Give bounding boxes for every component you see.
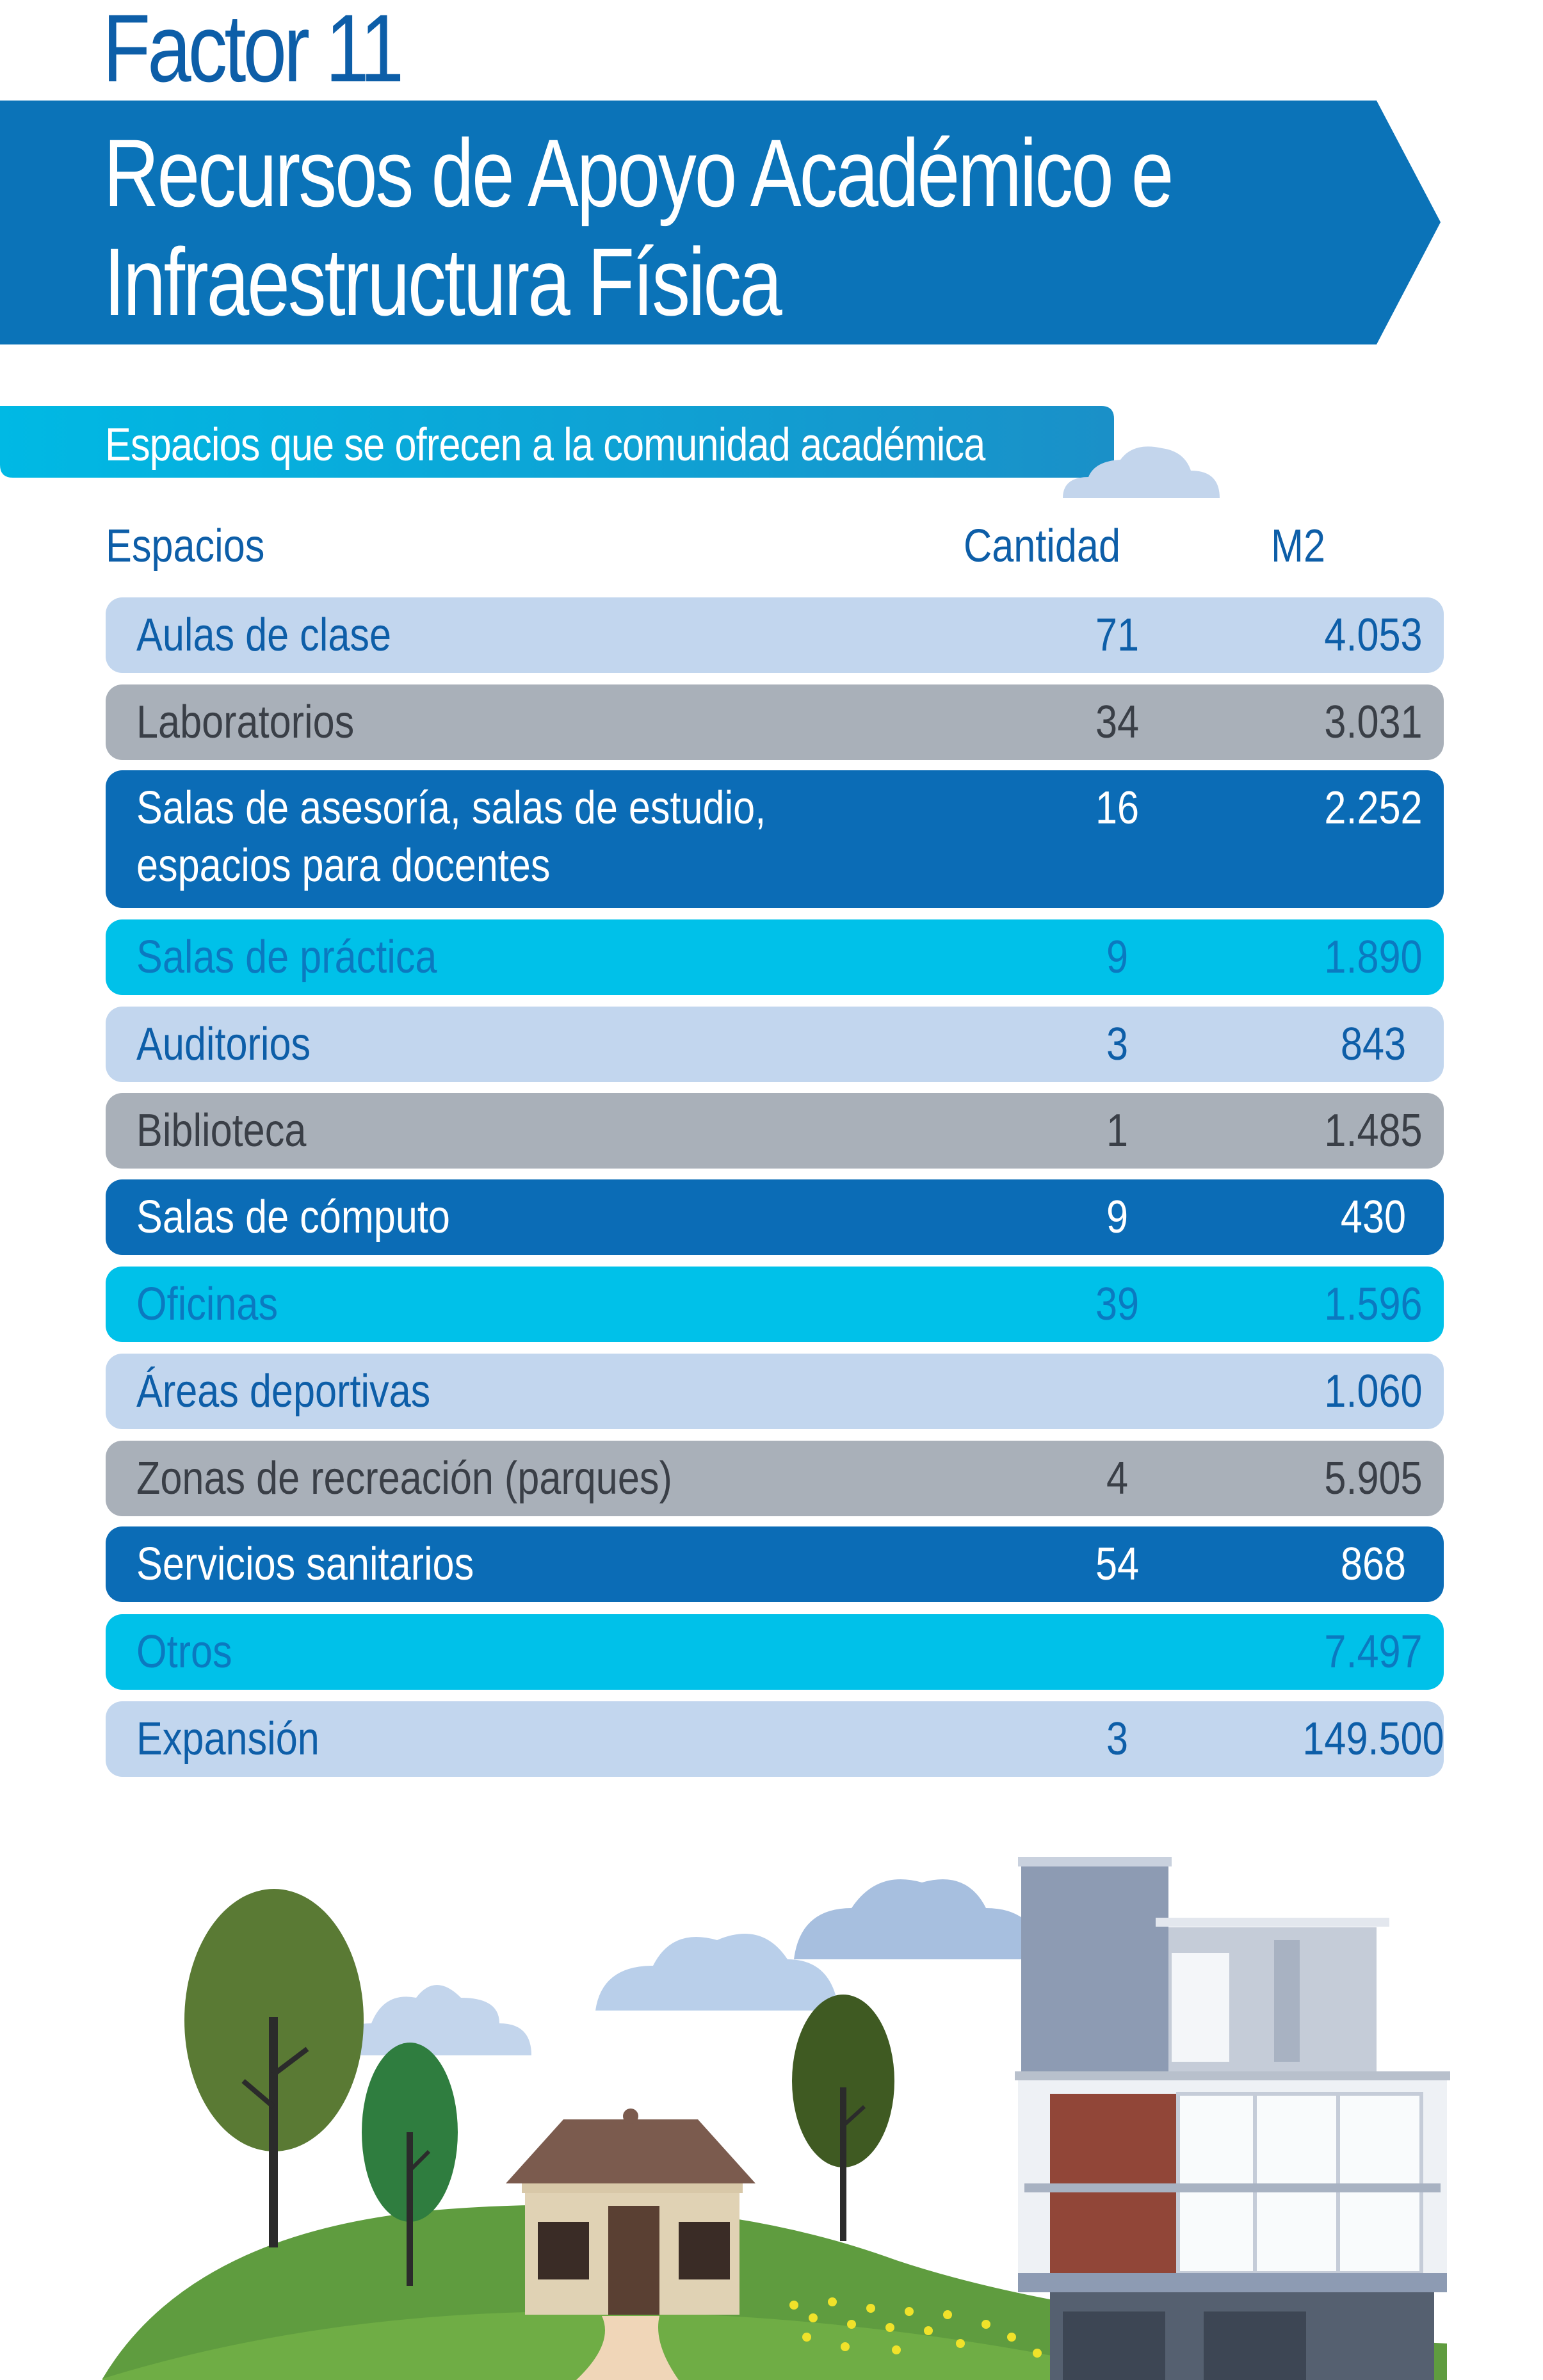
row-name: Biblioteca [136,1105,307,1156]
row-quantity: 16 [1095,782,1140,834]
row-quantity: 54 [1095,1539,1140,1590]
row-name: Salas de cómputo [136,1192,450,1243]
table-row: Salas de práctica 9 1.890 [106,919,1444,995]
house-icon [506,2109,755,2380]
column-header-spaces: Espacios [106,521,265,572]
building-icon [1015,1857,1450,2380]
row-m2: 2.252 [1324,782,1423,834]
table-row: Áreas deportivas 1.060 [106,1354,1444,1429]
row-m2: 7.497 [1324,1626,1423,1678]
cloud-icon [333,1879,1044,2055]
table-row: Salas de asesoría, salas de estudio, esp… [106,770,1444,908]
row-quantity: 4 [1106,1453,1129,1504]
row-name: Zonas de recreación (parques) [136,1453,672,1504]
table-row: Biblioteca 1 1.485 [106,1093,1444,1169]
row-m2: 1.596 [1324,1279,1423,1330]
column-header-m2: M2 [1271,521,1326,572]
factor-title: Factor 11 [102,0,404,102]
section-bar-shape [0,406,1114,478]
cloud-icon [1063,446,1220,498]
row-quantity: 3 [1106,1019,1129,1070]
row-name: Salas de práctica [136,932,437,983]
row-m2: 868 [1340,1539,1407,1590]
table-row: Auditorios 3 843 [106,1007,1444,1082]
row-m2: 4.053 [1324,610,1423,661]
page-title: Recursos de Apoyo Académico e Infraestru… [104,118,1384,336]
row-m2: 430 [1340,1192,1407,1243]
row-m2: 1.060 [1324,1366,1423,1417]
table-row: Oficinas 39 1.596 [106,1267,1444,1342]
row-name: Laboratorios [136,697,355,748]
row-name: Expansión [136,1713,319,1765]
table-row: Salas de cómputo 9 430 [106,1179,1444,1255]
table-row: Zonas de recreación (parques) 4 5.905 [106,1441,1444,1516]
row-quantity: 3 [1106,1713,1129,1765]
row-quantity: 9 [1106,932,1129,983]
campus-illustration [102,1857,1450,2380]
table-row: Expansión 3 149.500 [106,1701,1444,1777]
row-m2: 1.890 [1324,932,1423,983]
row-m2: 5.905 [1324,1453,1423,1504]
row-quantity: 34 [1095,697,1140,748]
row-m2: 149.500 [1302,1713,1444,1765]
row-m2: 1.485 [1324,1105,1423,1156]
row-quantity: 71 [1095,610,1140,661]
trees-icon [184,1889,894,2286]
table-row: Otros 7.497 [106,1614,1444,1690]
row-quantity: 9 [1106,1192,1129,1243]
column-header-quantity: Cantidad [964,521,1120,572]
table-row: Servicios sanitarios 54 868 [106,1526,1444,1602]
row-name: Otros [136,1626,232,1678]
table-row: Aulas de clase 71 4.053 [106,597,1444,673]
row-name-line1: Salas de asesoría, salas de estudio, [136,782,766,834]
row-name-line2: espacios para docentes [136,840,551,891]
row-name: Auditorios [136,1019,311,1070]
row-name: Aulas de clase [136,610,392,661]
banner-arrow-shape [0,101,1441,344]
row-m2: 3.031 [1324,697,1423,748]
row-quantity: 39 [1095,1279,1140,1330]
row-name: Servicios sanitarios [136,1539,474,1590]
row-name: Oficinas [136,1279,279,1330]
page-title-line2: Infraestructura Física [104,228,782,336]
section-label: Espacios que se ofrecen a la comunidad a… [105,419,985,471]
table-row: Laboratorios 34 3.031 [106,684,1444,760]
row-quantity: 1 [1106,1105,1129,1156]
title-banner: Recursos de Apoyo Académico e Infraestru… [0,101,1441,344]
row-m2: 843 [1340,1019,1407,1070]
row-name: Áreas deportivas [136,1366,431,1417]
section-heading: Espacios que se ofrecen a la comunidad a… [0,406,1114,478]
page-title-line1: Recursos de Apoyo Académico e [104,119,1174,227]
